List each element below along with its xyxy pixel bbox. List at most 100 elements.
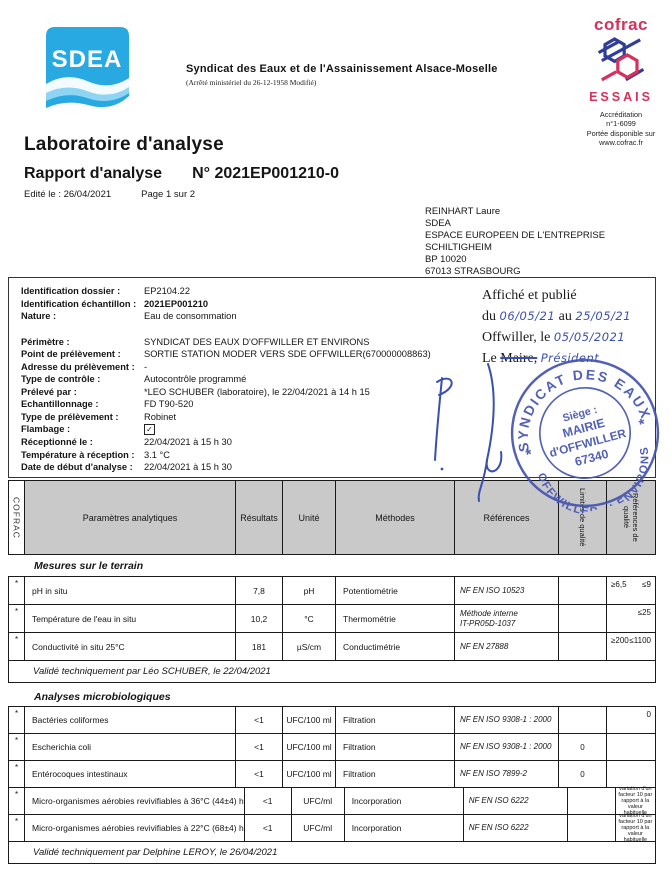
cofrac-column-label: COFRAC (11, 496, 22, 539)
column-header-references: Références (454, 481, 558, 554)
validation-field-measures: Validé techniquement par Léo SCHUBER, le… (8, 661, 656, 683)
row-reference: Méthode interne IT-PR05D-1037 (454, 605, 558, 632)
row-parameter: Température de l'eau in situ (24, 605, 235, 632)
row-accreditation-marker: * (14, 790, 19, 799)
analysis-table-header: COFRAC Paramètres analytiques Résultats … (8, 480, 656, 555)
row-quality-reference (606, 734, 655, 760)
publication-place: Offwiller, le 05/05/2021 (482, 330, 626, 345)
recipient-line: 67013 STRASBOURG (425, 265, 521, 277)
cofrac-accreditation-line: n°1-6099 (606, 119, 636, 129)
sdea-logo-text: SDEA (52, 46, 123, 73)
row-quality-reference: ≤25 (606, 605, 655, 632)
row-parameter: Conductivité in situ 25°C (24, 633, 235, 660)
publication-signer: Le Maire, Président (482, 351, 600, 366)
quality-note (608, 578, 654, 603)
column-header-quality-references: Références de qualité (622, 493, 640, 542)
identification-box: Identification dossier : EP2104.22 Ident… (8, 277, 656, 478)
publication-line1: Affiché et publié (482, 288, 577, 303)
row-method: Incorporation (343, 788, 463, 814)
identification-fields: Identification dossier : EP2104.22 Ident… (9, 278, 655, 474)
handwritten-date-from: 06/05/21 (499, 309, 556, 323)
field-measures-table: * pH in situ 7,8 pH Potentiométrie NF EN… (8, 576, 656, 661)
field-value: ✓ (144, 424, 155, 436)
organization-block: Syndicat des Eaux et de l'Assainissement… (186, 63, 498, 87)
column-header-unit: Unité (282, 481, 335, 554)
row-accreditation-marker: * (14, 709, 19, 718)
row-reference: NF EN ISO 6222 (462, 788, 567, 814)
column-header-parameters: Paramètres analytiques (24, 481, 235, 554)
row-parameter: Bactéries coliformes (24, 707, 235, 733)
row-quality-limit: 0 (558, 761, 606, 787)
publication-dates: du 06/05/21 au 25/05/21 (482, 309, 632, 324)
edition-row: Edité le : 26/04/2021 Page 1 sur 2 (24, 189, 195, 200)
edition-date: Edité le : 26/04/2021 (24, 189, 112, 200)
row-reference: NF EN ISO 10523 (454, 577, 558, 604)
validation-microbiology: Validé techniquement par Delphine LEROY,… (8, 842, 656, 864)
column-header-quality-limits: Limites de qualité (578, 488, 587, 547)
row-result: <1 (235, 734, 282, 760)
identification-field: Date de début d'analyse : 22/04/2021 à 1… (21, 461, 655, 474)
table-row: * pH in situ 7,8 pH Potentiométrie NF EN… (9, 577, 655, 604)
row-unit: UFC/100 ml (282, 734, 335, 760)
identification-field: Identification dossier : EP2104.22 (21, 285, 655, 298)
table-row: * Escherichia coli <1 UFC/100 ml Filtrat… (9, 733, 655, 760)
row-method: Filtration (335, 734, 454, 760)
quality-max: ≤1100 (629, 636, 651, 645)
row-quality-limit (558, 707, 606, 733)
identification-field: Prélevé par : *LEO SCHUBER (laboratoire)… (21, 386, 655, 399)
recipient-address: REINHART Laure SDEA ESPACE EUROPEEN DE L'E… (425, 206, 605, 277)
table-row: * Conductivité in situ 25°C 181 µS/cm Co… (9, 632, 655, 660)
identification-field: Réceptionné le : 22/04/2021 à 15 h 30 (21, 436, 655, 449)
field-value: SORTIE STATION MODER VERS SDE OFFWILLER(… (144, 349, 431, 360)
row-quality-reference (606, 761, 655, 787)
row-method: Incorporation (343, 815, 463, 841)
table-row: * Température de l'eau in situ 10,2 °C T… (9, 604, 655, 632)
identification-field: Type de prélèvement : Robinet (21, 411, 655, 424)
row-unit: UFC/100 ml (282, 761, 335, 787)
row-parameter: pH in situ (24, 577, 235, 604)
table-row: * Bactéries coliformes <1 UFC/100 ml Fil… (9, 707, 655, 733)
row-method: Filtration (335, 707, 454, 733)
field-label: Identification échantillon : (21, 298, 137, 309)
row-accreditation-marker: * (14, 579, 19, 588)
row-reference: NF EN ISO 7899-2 (454, 761, 558, 787)
row-quality-reference: ≥200 ≤1100 (606, 633, 655, 660)
handwritten-signature-date: 05/05/2021 (553, 330, 626, 344)
seal-star-left: * (524, 446, 534, 464)
field-label: Prélevé par : (21, 386, 77, 397)
field-label: Identification dossier : (21, 286, 121, 296)
row-quality-limit: 0 (558, 734, 606, 760)
microbiology-table: * Bactéries coliformes <1 UFC/100 ml Fil… (8, 706, 656, 843)
row-result: 10,2 (235, 605, 282, 632)
column-header-methods: Méthodes (335, 481, 454, 554)
field-label: Flambage : (21, 424, 71, 435)
quality-note (608, 735, 654, 759)
field-label: Type de prélèvement : (21, 411, 119, 422)
section-title-microbiology: Analyses microbiologiques (34, 691, 171, 703)
quality-note (608, 762, 654, 786)
row-accreditation-marker: * (14, 736, 19, 745)
handwritten-signature (434, 363, 503, 502)
recipient-line: SCHILTIGHEIM (425, 241, 492, 253)
row-result: <1 (243, 788, 291, 814)
row-quality-reference: variation d'un facteur 10 par rapport à … (614, 786, 655, 816)
field-value: Eau de consommation (144, 311, 237, 322)
recipient-line: REINHART Laure (425, 206, 501, 217)
field-value: 22/04/2021 à 15 h 30 (144, 462, 232, 473)
row-result: <1 (243, 815, 291, 841)
row-result: 181 (235, 633, 282, 660)
quality-note (608, 708, 654, 732)
cofrac-accreditation-line: www.cofrac.fr (599, 138, 643, 148)
row-unit: pH (282, 577, 335, 604)
row-method: Potentiométrie (335, 577, 454, 604)
identification-field: Echantillonnage : FD T90-520 (21, 398, 655, 411)
row-quality-limit (558, 577, 606, 604)
row-unit: UFC/ml (290, 788, 344, 814)
row-unit: µS/cm (282, 633, 335, 660)
field-value: *LEO SCHUBER (laboratoire), le 22/04/202… (144, 386, 370, 397)
sdea-logo: SDEA (46, 27, 129, 108)
row-quality-limit (566, 815, 615, 841)
identification-field: Adresse du prélèvement : - (21, 361, 655, 374)
row-quality-reference: 0 (606, 707, 655, 733)
identification-field: Type de contrôle : Autocontrôle programm… (21, 373, 655, 386)
